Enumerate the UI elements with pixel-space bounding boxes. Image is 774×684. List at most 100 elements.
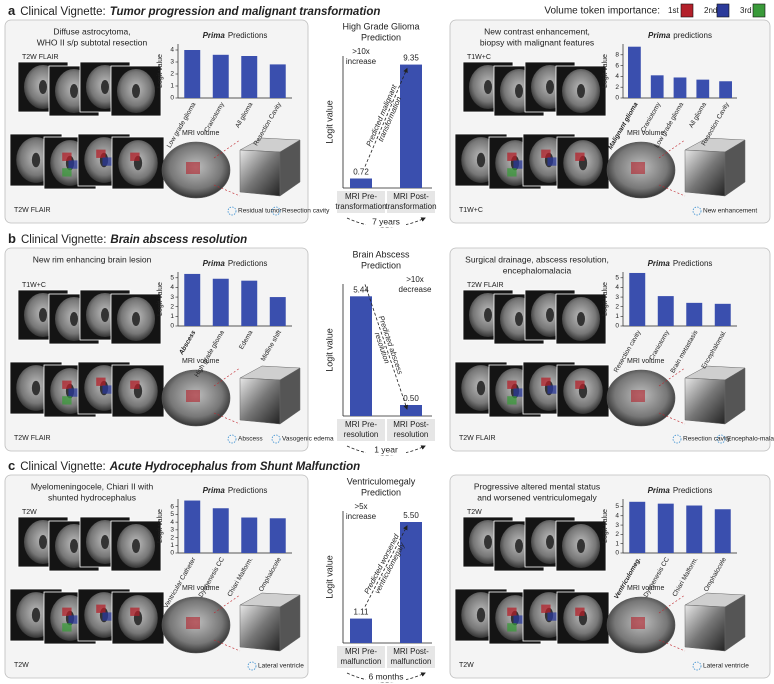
ventricle [31, 152, 41, 168]
y-tick-label: 2 [615, 531, 619, 538]
chart-title: Prima Predictions [648, 259, 713, 268]
y-tick-label: 4 [615, 284, 619, 291]
category-bg [387, 419, 435, 441]
crop-line [213, 367, 241, 425]
cube-side [279, 139, 301, 197]
bar [629, 501, 646, 553]
interval-label: 6 months [369, 671, 404, 681]
y-tick-label: 4 [170, 47, 174, 54]
y-tick-label: 5 [170, 275, 174, 282]
x-tick-label: malfunction [391, 657, 432, 666]
x-tick-label: MRI Pre- [345, 647, 377, 656]
bar [241, 56, 258, 98]
token [541, 377, 551, 386]
ventricle [515, 312, 523, 326]
panel-title: Brain abscess resolution [110, 234, 247, 246]
y-tick-label: 0 [615, 323, 619, 330]
ventricle [484, 308, 492, 322]
x-tick-label: MRI Pre- [345, 420, 377, 429]
y-tick-label: 0 [170, 95, 174, 102]
y-tick-label: 5 [615, 503, 619, 510]
chart-title-emphasis: Prima [648, 486, 671, 495]
crop-line [658, 139, 686, 197]
token [507, 152, 517, 161]
ventricle [577, 539, 585, 553]
y-tick-label: 1 [170, 542, 174, 549]
chart-title: Prima Predictions [203, 486, 268, 495]
interval-bg [366, 216, 406, 227]
token [62, 607, 72, 616]
panel-prefix: Clinical Vignette: [21, 234, 106, 246]
category-bg [337, 191, 385, 213]
y-axis-label: Logit value [157, 282, 164, 316]
panel-prefix: Clinical Vignette: [20, 6, 105, 18]
caption: New contrast enhancement, [484, 26, 590, 36]
token [507, 168, 517, 177]
token [68, 388, 78, 397]
token [68, 615, 78, 624]
token [507, 607, 517, 616]
legend-item: 2nd [704, 6, 717, 15]
caption: Progressive altered mental status [474, 481, 600, 491]
token [130, 152, 140, 161]
cube-side [724, 594, 746, 652]
y-tick-label: 1 [615, 313, 619, 320]
interval-label: 7 years [372, 216, 400, 226]
bar [212, 508, 229, 553]
bar [269, 64, 286, 98]
bar [673, 77, 687, 98]
ventricle [476, 380, 486, 396]
volume-label: MRI volume [182, 585, 219, 592]
image-label: T1W+C [459, 207, 483, 214]
token [541, 604, 551, 613]
cube-front [684, 377, 726, 425]
chart-title-text: Predictions [673, 486, 713, 495]
y-tick-label: 4 [170, 519, 174, 526]
change-label: increase [346, 512, 377, 521]
token [631, 617, 645, 629]
y-axis-label: Logit value [602, 509, 609, 543]
annotation-icon [227, 206, 237, 216]
y-tick-label: 6 [615, 62, 619, 69]
y-tick-label: 2 [170, 534, 174, 541]
y-axis-label: Logit value [602, 282, 609, 316]
chart-title-emphasis: Prima [648, 31, 671, 40]
y-tick-label: 4 [615, 73, 619, 80]
legend-cube [716, 3, 730, 18]
cube-front [239, 604, 281, 652]
chart-title-emphasis: Prima [648, 259, 671, 268]
chart-title-emphasis: Prima [203, 31, 226, 40]
volume-label: MRI volume [182, 358, 219, 365]
token [62, 380, 72, 389]
y-tick-label: 0 [170, 550, 174, 557]
bar [629, 272, 646, 326]
ventricle [577, 312, 585, 326]
chart-title-text: Predictions [673, 259, 713, 268]
x-tick-label: MRI Post- [393, 420, 429, 429]
change-label: >10x [406, 275, 424, 284]
ventricle [546, 535, 554, 549]
ventricle [484, 535, 492, 549]
crop-line [213, 139, 241, 197]
volume-annotation: New enhancement [703, 208, 757, 215]
volume-annotation: Lateral ventricle [703, 663, 749, 670]
token [575, 152, 585, 161]
y-tick-label: 1 [170, 313, 174, 320]
y-axis-label: Logit value [324, 555, 334, 599]
panel-title: Acute Hydrocephalus from Shunt Malfuncti… [109, 461, 360, 473]
bar [686, 505, 703, 553]
token [547, 385, 557, 394]
category-bg [337, 419, 385, 441]
bar [212, 54, 229, 98]
panel-header: a Clinical Vignette: Tumor progression and… [8, 3, 380, 18]
y-tick-label: 4 [170, 284, 174, 291]
token [513, 615, 523, 624]
ventricle [70, 539, 78, 553]
token [631, 390, 645, 402]
interval-label: 1 year [374, 444, 398, 454]
caption: WHO II s/p subtotal resection [37, 37, 148, 47]
bar [696, 79, 710, 98]
value-label: 0.50 [403, 394, 419, 403]
ventricle [546, 80, 554, 94]
panel-title: Tumor progression and malignant transfor… [110, 6, 381, 18]
